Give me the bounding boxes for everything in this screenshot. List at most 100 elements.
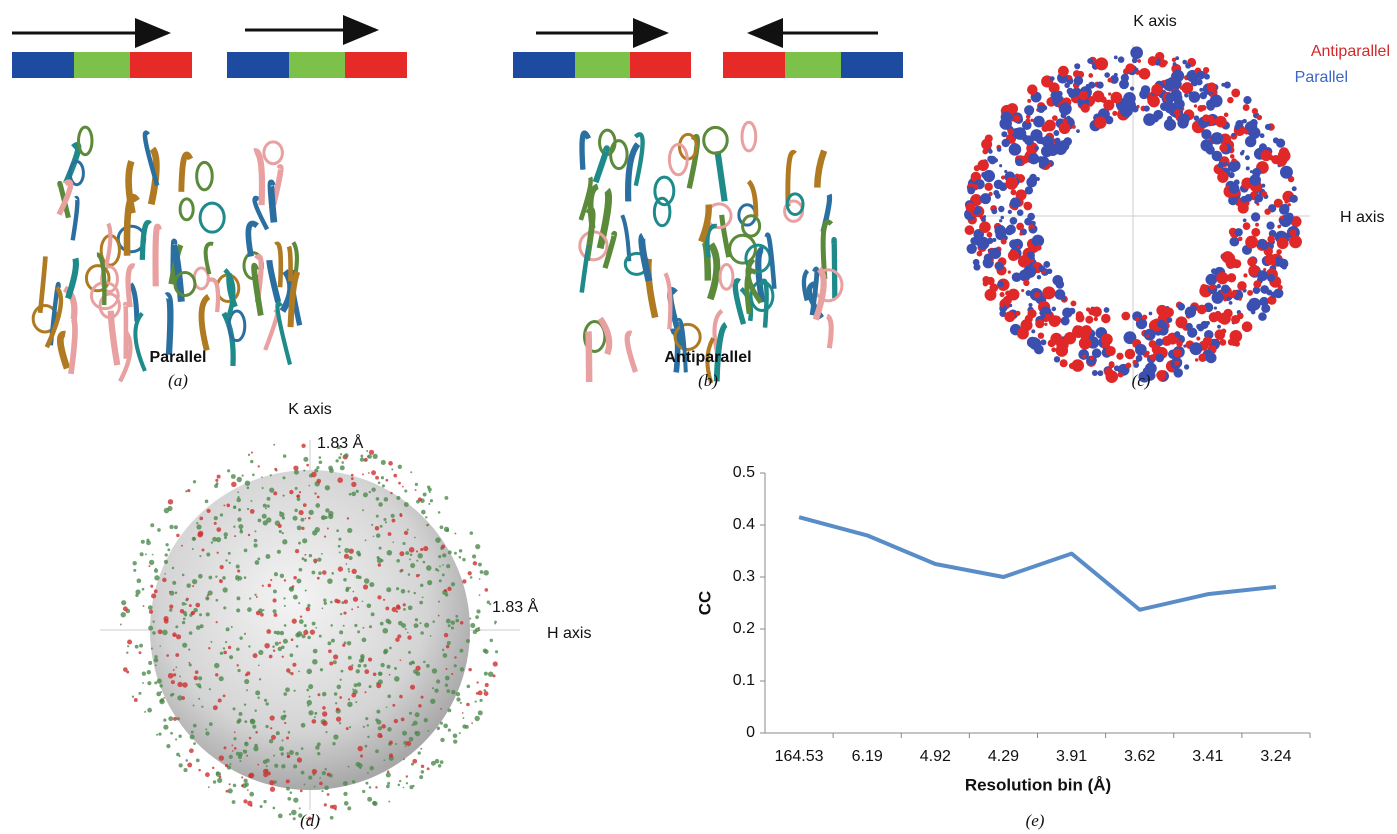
map-blob [470,531,474,535]
map-blob [385,619,390,624]
map-blob [158,732,161,735]
map-blob [199,516,203,520]
map-blob [212,767,214,769]
map-blob [446,668,448,670]
map-blob [416,500,420,504]
map-blob [220,565,224,569]
map-blob [1201,129,1211,139]
map-blob [410,685,415,690]
map-blob [174,525,178,529]
map-blob [222,576,226,580]
map-blob [252,474,255,477]
map-blob [1234,228,1242,236]
map-blob [455,619,459,623]
map-blob [1251,212,1260,221]
map-blob [407,632,409,634]
map-blob [338,538,341,541]
map-blob [1200,284,1207,291]
map-blob [423,661,426,664]
map-blob [185,599,188,602]
map-blob [466,703,470,707]
map-blob [244,703,246,705]
map-blob [338,566,343,571]
map-blob [467,685,471,689]
map-blob [262,585,264,587]
map-blob [1173,62,1177,66]
map-blob [1258,312,1267,321]
map-blob [375,786,377,788]
strand [827,316,831,348]
map-blob [288,731,291,734]
map-blob [1106,346,1116,356]
map-blob [446,645,450,649]
map-blob [142,672,146,676]
map-blob [233,737,236,740]
map-blob [368,454,372,458]
map-blob [454,656,456,658]
map-blob [283,454,286,457]
map-blob [237,718,241,722]
map-blob [297,757,302,762]
map-blob [1001,131,1007,137]
map-blob [273,589,277,593]
map-blob [249,792,254,797]
map-blob [272,645,275,648]
map-blob [228,552,231,555]
map-blob [154,575,159,580]
map-blob [148,565,150,567]
map-blob [219,579,221,581]
panel-letter: (c) [1132,371,1151,390]
map-blob [166,654,169,657]
map-blob [410,563,415,568]
map-blob [156,734,158,736]
map-blob [154,569,158,573]
map-blob [1281,264,1287,270]
map-blob [1173,368,1183,378]
map-blob [171,680,175,684]
map-blob [279,642,281,644]
map-blob [1051,347,1056,352]
map-blob [1251,310,1256,315]
map-blob [282,516,285,519]
map-blob [319,456,322,459]
map-blob [1190,305,1197,312]
map-blob [249,597,251,599]
map-blob [473,630,477,634]
map-blob [339,630,343,634]
map-blob [281,752,284,755]
map-blob [427,730,429,732]
map-blob [386,772,391,777]
map-blob [1286,192,1291,197]
map-blob [423,561,426,564]
map-blob [1059,102,1072,115]
map-blob [356,669,360,673]
map-blob [438,601,440,603]
map-blob [1016,223,1024,231]
map-blob [369,625,372,628]
map-blob [965,225,975,235]
map-blob [223,651,227,655]
map-blob [406,775,408,777]
map-blob [1008,210,1012,214]
map-blob [338,456,341,459]
map-blob [276,731,280,735]
map-blob [1034,146,1039,151]
strand [142,223,150,260]
map-blob [308,510,313,515]
map-blob [278,647,282,651]
strand [722,215,729,257]
map-blob [1227,97,1233,103]
helix [654,198,670,225]
map-blob [348,766,350,768]
map-blob [147,708,152,713]
map-blob [1126,363,1132,369]
map-blob [220,652,223,655]
map-blob [445,684,448,687]
map-blob [1251,228,1260,237]
map-blob [495,650,498,653]
map-blob [248,773,253,778]
map-blob [258,664,260,666]
y-tick-label: 0 [746,724,755,741]
map-blob [394,676,400,682]
map-blob [300,790,303,793]
